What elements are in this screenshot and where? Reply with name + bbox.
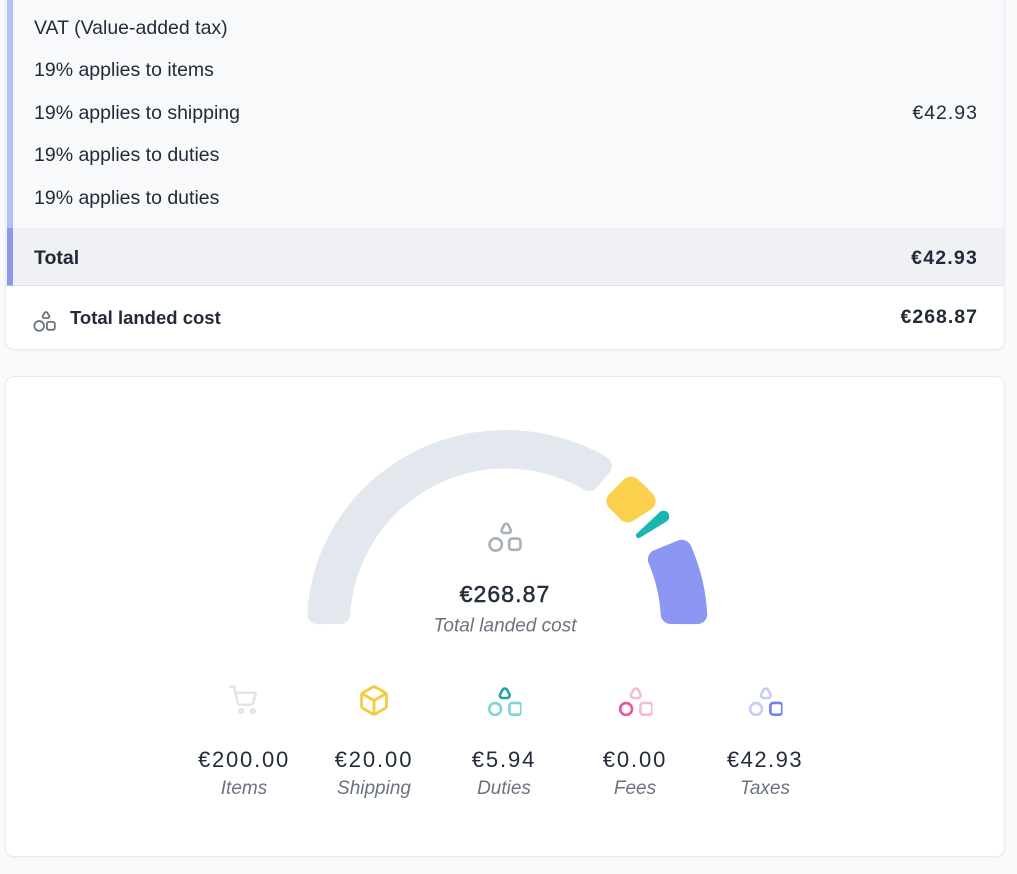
svg-text:€268.87: €268.87 — [460, 581, 551, 607]
svg-text:Total landed cost: Total landed cost — [434, 616, 578, 637]
